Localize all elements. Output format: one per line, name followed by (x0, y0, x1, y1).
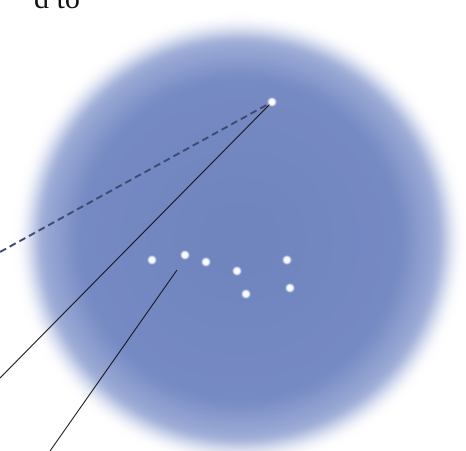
cluster-star (201, 257, 211, 267)
bright-star (267, 97, 277, 107)
dashed-pointer-line (0, 101, 273, 253)
cluster-star (282, 255, 292, 265)
cluster-pointer-line (49, 269, 178, 451)
star-cluster (147, 250, 295, 299)
cluster-star (180, 250, 190, 260)
cluster-star (147, 255, 157, 265)
sky-disc (18, 18, 462, 451)
star-pointer-line (0, 101, 273, 379)
cluster-star (241, 289, 251, 299)
caption-text: d to (34, 0, 80, 14)
cluster-star (232, 266, 242, 276)
cluster-star (285, 283, 295, 293)
